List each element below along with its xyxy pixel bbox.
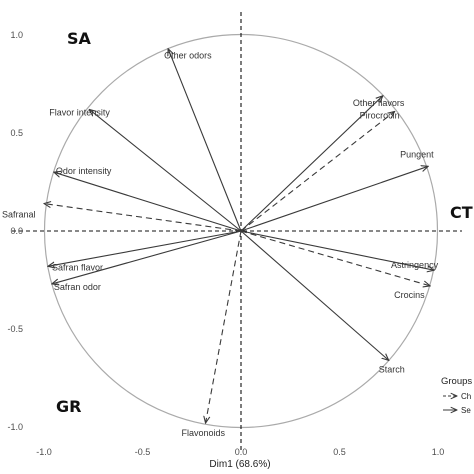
vector-flavonoids: [206, 230, 242, 423]
group-label-gr: GR: [56, 397, 81, 416]
legend: Groups Ch Se: [441, 376, 472, 415]
vector-starch: [240, 230, 389, 360]
vector-label-flavonoids: Flavonoids: [182, 428, 226, 438]
vector-safranal: [44, 204, 242, 232]
vector-astringency: [240, 230, 434, 270]
vector-label-crocins: Crocins: [394, 290, 425, 300]
vector-other-odors: [168, 49, 242, 232]
y-tick-label: 0.5: [10, 128, 23, 138]
vector-label-starch: Starch: [379, 364, 405, 374]
vector-label-pirocrocin: Pirocrocin: [360, 110, 400, 120]
x-tick-label: 0.0: [235, 447, 248, 457]
vector-safran-odor: [52, 230, 242, 284]
y-axis: 1.0 0.5 0.0 -0.5 -1.0: [7, 30, 23, 432]
vector-safran-flavor: [48, 230, 242, 266]
vector-label-other-odors: Other odors: [164, 51, 212, 61]
x-tick-label: 0.5: [333, 447, 346, 457]
vector-pungent: [240, 166, 428, 232]
legend-entry-se: Se: [461, 406, 471, 415]
x-tick-label: 1.0: [432, 447, 445, 457]
vector-label-safran-flavor: Safran flavor: [52, 262, 103, 272]
vector-label-other-flavors: Other flavors: [353, 98, 405, 108]
x-tick-label: -1.0: [36, 447, 52, 457]
group-label-ct: CT: [450, 203, 473, 222]
x-axis-title: Dim1 (68.6%): [209, 459, 270, 470]
y-tick-label: 1.0: [10, 30, 23, 40]
x-tick-label: -0.5: [135, 447, 151, 457]
x-axis: -1.0 -0.5 0.0 0.5 1.0: [36, 447, 444, 457]
y-tick-label: -0.5: [7, 324, 23, 334]
vector-label-astringency: Astringency: [391, 260, 439, 270]
legend-entry-ch: Ch: [461, 392, 471, 401]
group-labels: SA CT GR: [56, 29, 473, 416]
vector-other-flavors: [240, 96, 383, 232]
vector-flavor-intensity: [89, 109, 242, 232]
legend-title: Groups: [441, 376, 472, 387]
vector-label-flavor-intensity: Flavor intensity: [49, 107, 110, 117]
group-label-sa: SA: [67, 29, 92, 48]
vector-label-safranal: Safranal: [2, 210, 36, 220]
vector-label-pungent: Pungent: [400, 149, 434, 159]
vector-label-odor-intensity: Odor intensity: [56, 166, 112, 176]
vector-label-safran-odor: Safran odor: [54, 282, 101, 292]
vector-crocins: [240, 230, 430, 286]
variable-vectors: Pirocrocin Safranal Crocins Flavonoids Other…: [2, 49, 439, 438]
y-tick-label: -1.0: [7, 422, 23, 432]
vector-odor-intensity: [54, 172, 242, 232]
plot-area: Pirocrocin Safranal Crocins Flavonoids Other…: [2, 12, 462, 450]
y-tick-label: 0.0: [10, 226, 23, 236]
vector-pirocrocin: [240, 111, 395, 232]
